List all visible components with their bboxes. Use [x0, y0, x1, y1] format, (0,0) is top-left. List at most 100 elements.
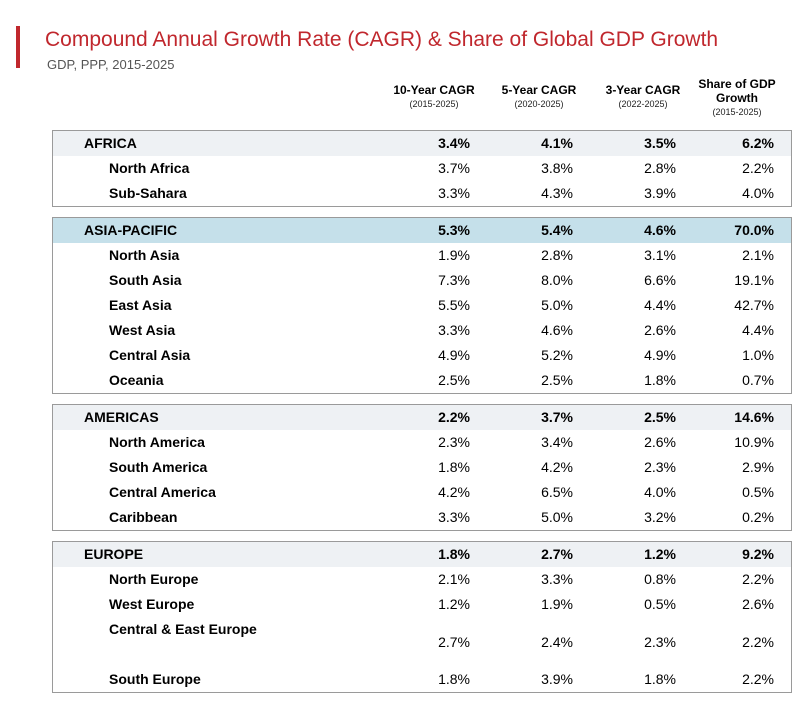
subregion-row: West Europe 1.2% 1.9% 0.5% 2.6%: [53, 592, 791, 617]
value-cell: 4.4%: [742, 322, 774, 338]
value-cell: 2.3%: [644, 634, 676, 650]
value-cell: 2.1%: [438, 571, 470, 587]
subregion-row: Oceania 2.5% 2.5% 1.8% 0.7%: [53, 368, 791, 393]
region-label: West Europe: [109, 596, 195, 612]
region-group-europe: EUROPE 1.8% 2.7% 1.2% 9.2% North Europe 2.1% 3.…: [52, 541, 792, 693]
region-label: Central & East Europe: [109, 621, 257, 637]
value-cell: 5.5%: [438, 297, 470, 313]
value-cell: 70.0%: [734, 222, 774, 238]
subregion-row: Sub-Sahara 3.3% 4.3% 3.9% 4.0%: [53, 181, 791, 206]
value-cell: 42.7%: [734, 297, 774, 313]
value-cell: 3.9%: [541, 671, 573, 687]
value-cell: 3.3%: [438, 322, 470, 338]
value-cell: 3.2%: [644, 509, 676, 525]
subregion-row: Central Asia 4.9% 5.2% 4.9% 1.0%: [53, 343, 791, 368]
value-cell: 5.3%: [438, 222, 470, 238]
region-label: AMERICAS: [84, 409, 159, 425]
region-group-africa: AFRICA 3.4% 4.1% 3.5% 6.2% North Africa 3.7% 3.…: [52, 130, 792, 207]
chart-title: Compound Annual Growth Rate (CAGR) & Sha…: [45, 28, 719, 51]
value-cell: 2.4%: [541, 634, 573, 650]
value-cell: 1.8%: [644, 372, 676, 388]
value-cell: 3.3%: [438, 509, 470, 525]
value-cell: 0.5%: [644, 596, 676, 612]
region-group-asia-pacific: ASIA-PACIFIC 5.3% 5.4% 4.6% 70.0% North Asia 1…: [52, 217, 792, 394]
value-cell: 2.8%: [644, 160, 676, 176]
value-cell: 5.4%: [541, 222, 573, 238]
value-cell: 3.7%: [541, 409, 573, 425]
value-cell: 4.6%: [541, 322, 573, 338]
value-cell: 5.2%: [541, 347, 573, 363]
value-cell: 4.9%: [644, 347, 676, 363]
region-label: South Asia: [109, 272, 182, 288]
value-cell: 2.2%: [742, 634, 774, 650]
column-header-share: Share of GDP Growth (2015-2025): [686, 77, 788, 118]
subregion-row: North Africa 3.7% 3.8% 2.8% 2.2%: [53, 156, 791, 181]
value-cell: 3.3%: [541, 571, 573, 587]
value-cell: 5.0%: [541, 297, 573, 313]
value-cell: 3.5%: [644, 135, 676, 151]
value-cell: 14.6%: [734, 409, 774, 425]
value-cell: 4.6%: [644, 222, 676, 238]
value-cell: 2.6%: [644, 434, 676, 450]
region-label: ASIA-PACIFIC: [84, 222, 178, 238]
value-cell: 2.2%: [742, 571, 774, 587]
subregion-row: North Asia 1.9% 2.8% 3.1% 2.1%: [53, 243, 791, 268]
column-header-period: (2015-2025): [409, 99, 459, 109]
region-label: North Africa: [109, 160, 190, 176]
value-cell: 4.3%: [541, 185, 573, 201]
column-header-period: (2020-2025): [514, 99, 564, 109]
value-cell: 8.0%: [541, 272, 573, 288]
value-cell: 3.4%: [438, 135, 470, 151]
region-header-row: AFRICA 3.4% 4.1% 3.5% 6.2%: [53, 131, 791, 156]
value-cell: 1.8%: [438, 546, 470, 562]
value-cell: 0.5%: [742, 484, 774, 500]
column-header-label: 3-Year CAGR: [605, 83, 681, 97]
value-cell: 4.9%: [438, 347, 470, 363]
subregion-row: North America 2.3% 3.4% 2.6% 10.9%: [53, 430, 791, 455]
subregion-row: Caribbean 3.3% 5.0% 3.2% 0.2%: [53, 505, 791, 530]
region-header-row: EUROPE 1.8% 2.7% 1.2% 9.2%: [53, 542, 791, 567]
value-cell: 2.3%: [438, 434, 470, 450]
column-header-5yr: 5-Year CAGR (2020-2025): [487, 83, 591, 110]
value-cell: 7.3%: [438, 272, 470, 288]
value-cell: 3.9%: [644, 185, 676, 201]
value-cell: 2.5%: [541, 372, 573, 388]
region-label: South America: [109, 459, 208, 475]
value-cell: 2.1%: [742, 247, 774, 263]
value-cell: 2.2%: [438, 409, 470, 425]
value-cell: 5.0%: [541, 509, 573, 525]
value-cell: 2.7%: [438, 634, 470, 650]
column-header-label: 10-Year CAGR: [393, 83, 475, 97]
value-cell: 2.2%: [742, 160, 774, 176]
region-label: Caribbean: [109, 509, 178, 525]
chart-subtitle: GDP, PPP, 2015-2025: [47, 57, 175, 72]
value-cell: 3.3%: [438, 185, 470, 201]
value-cell: 2.6%: [742, 596, 774, 612]
value-cell: 2.5%: [644, 409, 676, 425]
value-cell: 4.2%: [438, 484, 470, 500]
value-cell: 4.0%: [644, 484, 676, 500]
region-label: EUROPE: [84, 546, 144, 562]
subregion-row: South Europe 1.8% 3.9% 1.8% 2.2%: [53, 667, 791, 692]
value-cell: 0.7%: [742, 372, 774, 388]
region-label: North Europe: [109, 571, 199, 587]
value-cell: 1.0%: [742, 347, 774, 363]
value-cell: 4.1%: [541, 135, 573, 151]
value-cell: 3.7%: [438, 160, 470, 176]
subregion-row: South America 1.8% 4.2% 2.3% 2.9%: [53, 455, 791, 480]
region-label: Oceania: [109, 372, 164, 388]
region-label: West Asia: [109, 322, 176, 338]
value-cell: 9.2%: [742, 546, 774, 562]
region-label: AFRICA: [84, 135, 137, 151]
region-label: North America: [109, 434, 205, 450]
value-cell: 4.0%: [742, 185, 774, 201]
value-cell: 1.9%: [541, 596, 573, 612]
value-cell: 0.8%: [644, 571, 676, 587]
region-label: Sub-Sahara: [109, 185, 187, 201]
value-cell: 1.8%: [438, 671, 470, 687]
value-cell: 1.8%: [438, 459, 470, 475]
value-cell: 3.8%: [541, 160, 573, 176]
region-label: North Asia: [109, 247, 180, 263]
subregion-row: North Europe 2.1% 3.3% 0.8% 2.2%: [53, 567, 791, 592]
subregion-row: Central & East Europe 2.7% 2.4% 2.3% 2.2%: [53, 617, 791, 667]
